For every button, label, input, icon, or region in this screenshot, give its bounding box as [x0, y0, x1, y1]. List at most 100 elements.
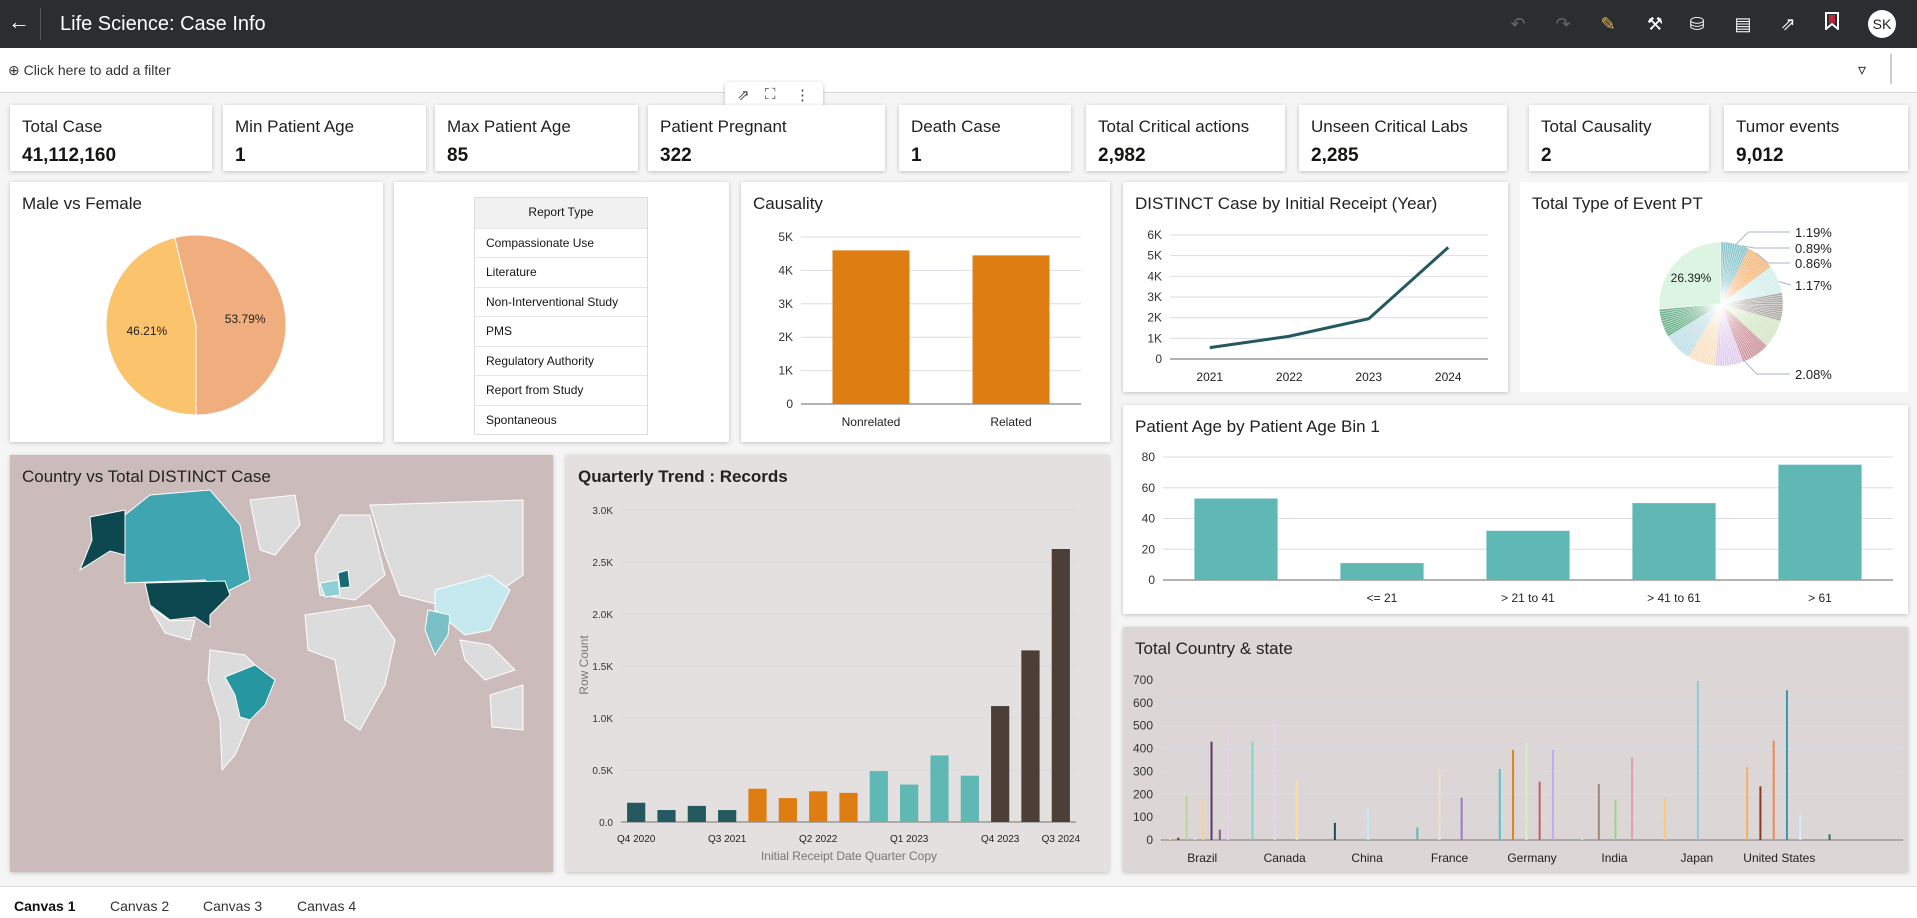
kpi-label: Unseen Critical Labs — [1311, 117, 1468, 136]
map-region-australia — [489, 684, 524, 731]
bar — [1021, 650, 1040, 822]
kpi-label: Min Patient Age — [235, 117, 355, 136]
comment-icon[interactable]: ▤ — [1734, 14, 1752, 34]
age-bin-card: Patient Age by Patient Age Bin 1 0 20 40 60… — [1123, 405, 1908, 614]
x-tick-label: > 41 to 61 — [1647, 591, 1701, 605]
table-row[interactable]: Regulatory Authority — [475, 345, 647, 376]
redo-icon[interactable]: ↷ — [1555, 14, 1571, 34]
kpi-card: Min Patient Age 1 — [223, 105, 426, 171]
leader-line — [1778, 281, 1791, 286]
filter-settings-icon[interactable]: ▿ — [1858, 62, 1867, 79]
x-tick-label: Q4 2020 — [617, 834, 656, 845]
kpi-card: Death Case 1 — [899, 105, 1071, 171]
bar — [1202, 800, 1205, 840]
top-bar: ← Life Science: Case Info ↶ ↷ ✎ ⚒ ⛁ ▤ ⇗ … — [0, 0, 1917, 48]
map-region-canada — [124, 489, 251, 596]
back-arrow-icon[interactable]: ← — [8, 9, 30, 34]
world-map[interactable] — [10, 455, 553, 872]
table-row[interactable]: Compassionate Use — [475, 227, 647, 258]
chart-title: Male vs Female — [22, 194, 142, 213]
map-title: Country vs Total DISTINCT Case — [22, 467, 271, 486]
tab-canvas-1[interactable]: Canvas 1 — [14, 898, 76, 914]
map-region-germany — [337, 569, 351, 589]
y-tick-label: 200 — [1133, 787, 1153, 801]
x-tick-label: Q3 2021 — [708, 834, 747, 845]
chart-title: Patient Age by Patient Age Bin 1 — [1135, 417, 1380, 436]
export-icon[interactable]: ⇗ — [1780, 14, 1796, 34]
y-tick-label: 40 — [1142, 512, 1156, 526]
country-state-bar-chart: 0 100 200 300 400 500 600 700 Brazil Canada China F… — [1133, 673, 1903, 865]
bookmark-icon[interactable] — [1820, 12, 1844, 36]
slice-label: 2.08% — [1795, 367, 1832, 382]
y-tick-label: 0.5K — [592, 766, 613, 777]
bar — [1512, 749, 1515, 840]
bar — [1759, 786, 1762, 840]
y-axis-title: Row Count — [577, 635, 591, 695]
x-tick-label: United States — [1743, 851, 1815, 865]
kpi-card: Unseen Critical Labs 2,285 — [1299, 105, 1507, 171]
canvas-tabs: Canvas 1 Canvas 2 Canvas 3 Canvas 4 — [0, 886, 1917, 918]
maximize-icon[interactable]: ⛶ — [765, 86, 776, 103]
y-tick-label: 2K — [778, 330, 793, 344]
y-tick-label: 500 — [1133, 719, 1153, 733]
bar — [1185, 795, 1188, 840]
table-header: Report Type — [475, 198, 647, 228]
country-state-card: Total Country & state 0 100 200 300 400 500 60… — [1123, 627, 1908, 872]
gender-pie-chart: 46.21% 53.79% — [105, 234, 287, 416]
map-region-india — [424, 609, 451, 657]
x-tick-label: Nonrelated — [842, 415, 901, 429]
x-tick-label: India — [1601, 851, 1627, 865]
x-tick-label: Q2 2022 — [799, 834, 838, 845]
slice-label: 53.79% — [225, 312, 266, 326]
tools-icon[interactable]: ⚒ — [1646, 14, 1664, 34]
y-tick-label: 300 — [1133, 764, 1153, 778]
table-row[interactable]: Non-Interventional Study — [475, 286, 647, 317]
y-tick-label: 0 — [1146, 833, 1153, 847]
y-tick-label: 100 — [1133, 810, 1153, 824]
more-options-icon[interactable]: ⋮ — [795, 87, 810, 104]
bar — [1772, 740, 1775, 840]
tab-canvas-4[interactable]: Canvas 4 — [297, 898, 357, 914]
bar — [930, 755, 949, 822]
add-filter-label: Click here to add a filter — [23, 62, 171, 78]
kpi-value: 85 — [447, 145, 469, 166]
chart-title: Causality — [753, 194, 823, 213]
bar — [1177, 837, 1180, 840]
tab-canvas-2[interactable]: Canvas 2 — [110, 898, 170, 914]
bar — [1227, 729, 1230, 840]
leader-line — [1742, 245, 1790, 249]
avatar[interactable]: SK — [1868, 10, 1896, 38]
undo-icon[interactable]: ↶ — [1510, 14, 1526, 34]
bar — [1785, 690, 1788, 840]
add-filter-button[interactable]: ⊕ Click here to add a filter — [8, 62, 171, 79]
x-tick-label: China — [1351, 851, 1383, 865]
y-tick-label: 1K — [778, 364, 793, 378]
export-icon[interactable]: ⇗ — [737, 87, 750, 104]
map-region-alaska — [78, 509, 126, 572]
table-row[interactable]: Literature — [475, 257, 647, 287]
bar — [718, 810, 737, 822]
page-title: Life Science: Case Info — [60, 13, 266, 35]
event-pt-pie-chart: 26.39% 1.19%0.89%0.86% 1.17% 2.08% — [1658, 225, 1832, 382]
bar — [1460, 797, 1463, 840]
bar — [1597, 784, 1600, 840]
pie-slice — [1659, 303, 1722, 313]
x-tick-label: 2023 — [1355, 370, 1382, 384]
x-tick-label: Q3 2024 — [1042, 834, 1081, 845]
bar — [1525, 742, 1528, 840]
tab-canvas-3[interactable]: Canvas 3 — [203, 898, 263, 914]
chart-title: Quarterly Trend : Records — [578, 467, 788, 486]
bar — [1210, 741, 1213, 840]
table-row[interactable]: Spontaneous — [475, 404, 647, 435]
slice-label: 1.19% — [1795, 225, 1832, 240]
age-bin-bar-chart: 0 20 40 60 80 <= 21 > 21 to 41 > 41 to 61 > 61 — [1142, 450, 1893, 605]
bar — [832, 250, 910, 404]
data-icon[interactable]: ⛁ — [1689, 14, 1705, 34]
x-tick-label: 2024 — [1435, 370, 1462, 384]
map-region-greenland — [249, 494, 301, 556]
bar — [1169, 836, 1171, 840]
x-tick-label: Japan — [1681, 851, 1714, 865]
table-row[interactable]: Report from Study — [475, 375, 647, 405]
table-row[interactable]: PMS — [475, 316, 647, 346]
edit-icon[interactable]: ✎ — [1600, 14, 1616, 34]
